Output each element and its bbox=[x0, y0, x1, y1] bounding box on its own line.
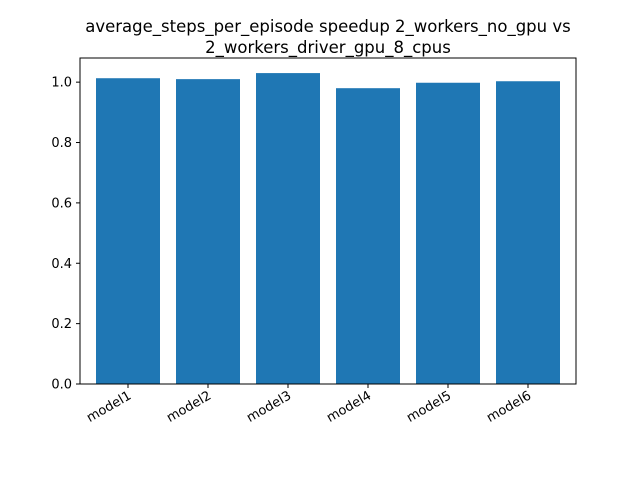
bar-model6 bbox=[496, 81, 560, 385]
y-axis: 0.0 0.2 0.4 0.6 0.8 1.0 bbox=[51, 76, 80, 393]
chart-title: average_steps_per_episode speedup 2_work… bbox=[85, 17, 570, 58]
chart-title-line-1: average_steps_per_episode speedup 2_work… bbox=[85, 17, 570, 37]
x-axis: model1 model2 model3 model4 model5 model6 bbox=[84, 384, 534, 426]
bar-model5 bbox=[416, 82, 480, 384]
x-tick-label-model2: model2 bbox=[164, 388, 214, 425]
x-tick-label-model6: model6 bbox=[484, 388, 534, 425]
x-tick-label-model5: model5 bbox=[404, 388, 454, 425]
x-tick-label-model3: model3 bbox=[244, 388, 294, 425]
y-tick-label-0: 0.0 bbox=[51, 378, 72, 393]
y-tick-label-5: 1.0 bbox=[51, 76, 72, 91]
bar-model3 bbox=[256, 73, 320, 384]
x-tick-label-model4: model4 bbox=[324, 388, 374, 425]
bar-series bbox=[96, 73, 560, 385]
y-tick-label-2: 0.4 bbox=[51, 257, 72, 272]
x-tick-label-model1: model1 bbox=[84, 388, 134, 425]
chart-title-line-2: 2_workers_driver_gpu_8_cpus bbox=[205, 38, 451, 58]
y-tick-label-4: 0.8 bbox=[51, 136, 72, 151]
bar-model1 bbox=[96, 78, 160, 384]
y-tick-label-3: 0.6 bbox=[51, 196, 72, 211]
bar-model2 bbox=[176, 79, 240, 384]
plot-frame bbox=[79, 57, 577, 385]
y-tick-label-1: 0.2 bbox=[51, 317, 72, 332]
bar-model4 bbox=[336, 88, 400, 384]
